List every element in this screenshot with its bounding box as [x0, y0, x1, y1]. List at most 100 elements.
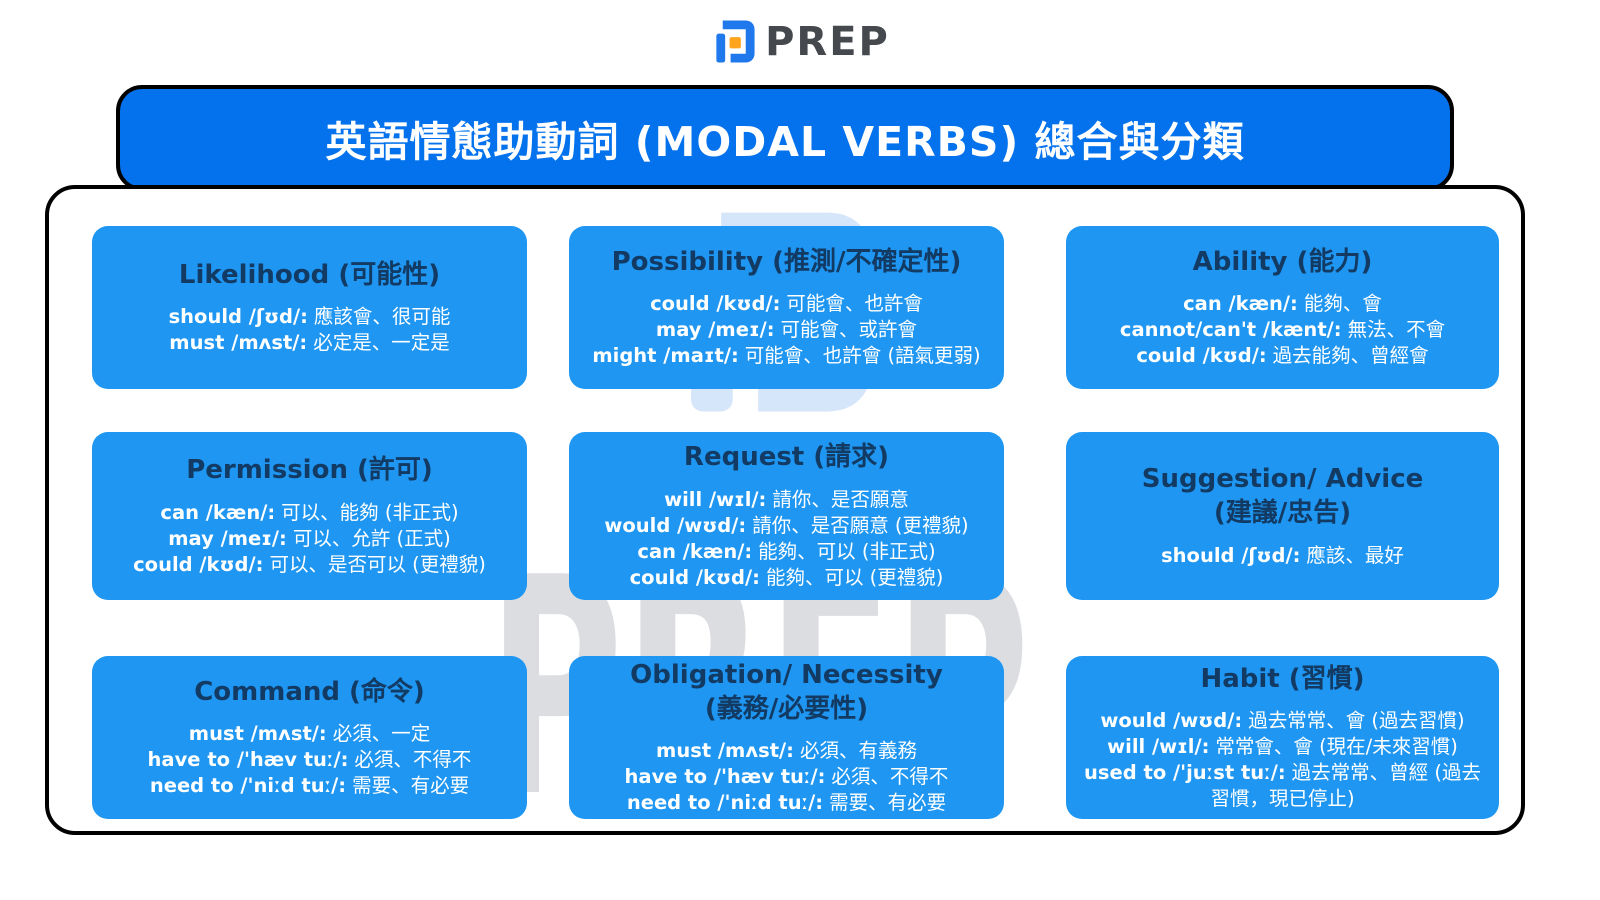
- card-title: Possibility (推測/不確定性): [612, 246, 962, 280]
- modal-verb-line: must /mʌst/: 必定是、一定是: [169, 330, 451, 356]
- card-title-text: Permission (許可): [186, 455, 433, 486]
- title-banner: 英語情態助動詞 (MODAL VERBS) 總合與分類: [116, 85, 1454, 191]
- verb-and-ipa: should /ʃʊd/:: [168, 305, 308, 329]
- modal-verb-line: could /kʊd/: 可能會、也許會: [592, 291, 980, 317]
- card-title-text: Habit (習慣): [1200, 663, 1365, 694]
- card-lines: will /wɪl/: 請你、是否願意 would /wʊd/: 請你、是否願意 (更…: [604, 487, 968, 591]
- modal-verb-line: used to /'juːst tuː/: 過去常常、曾經 (過去習慣，現已停止): [1080, 760, 1485, 812]
- modal-verb-line: could /kʊd/: 可以、是否可以 (更禮貌): [133, 552, 486, 578]
- verb-and-ipa: can /kæn/:: [160, 500, 276, 524]
- chinese-meaning: 可以、是否可以 (更禮貌): [269, 552, 486, 576]
- card-title: Likelihood (可能性): [179, 259, 440, 293]
- chinese-meaning: 必須、有義務: [799, 739, 917, 763]
- chinese-meaning: 過去能夠、曾經會: [1272, 344, 1429, 368]
- card-obligation-necessity: Obligation/ Necessity (義務/必要性) must /mʌs…: [569, 656, 1004, 819]
- card-lines: must /mʌst/: 必須、一定 have to /'hæv tuː/: 必須、不…: [148, 721, 472, 799]
- card-possibility: Possibility (推測/不確定性) could /kʊd/: 可能會、也許…: [569, 226, 1004, 389]
- modal-verb-line: can /kæn/: 能夠、會: [1120, 291, 1445, 317]
- brand-header: PREP: [0, 18, 1600, 65]
- chinese-meaning: 過去常常、曾經 (過去習慣，現已停止): [1210, 761, 1481, 811]
- card-title-text: Likelihood (可能性): [178, 259, 441, 290]
- brand-wordmark: PREP: [765, 18, 890, 65]
- card-title: Permission (許可): [186, 454, 433, 488]
- chinese-meaning: 必須、不得不: [354, 748, 472, 772]
- chinese-meaning: 能夠、會: [1303, 292, 1382, 316]
- verb-and-ipa: could /kʊd/:: [1136, 344, 1267, 368]
- card-lines: can /kæn/: 可以、能夠 (非正式) may /meɪ/: 可以、允許 (正式…: [133, 500, 486, 578]
- verb-and-ipa: must /mʌst/:: [188, 722, 327, 746]
- chinese-meaning: 可以、允許 (正式): [292, 526, 451, 550]
- chinese-meaning: 無法、不會: [1347, 318, 1446, 342]
- card-title-subtext: (建議/忠告): [1213, 498, 1352, 528]
- modal-verb-line: have to /'hæv tuː/: 必須、不得不: [625, 764, 949, 790]
- card-lines: would /wʊd/: 過去常常、會 (過去習慣) will /wɪl/: 常常會、…: [1080, 708, 1485, 812]
- chinese-meaning: 可能會、也許會: [786, 292, 923, 316]
- card-suggestion-advice: Suggestion/ Advice (建議/忠告) should /ʃʊd/:…: [1066, 432, 1499, 600]
- verb-and-ipa: should /ʃʊd/:: [1161, 543, 1301, 567]
- card-title-text: Command (命令): [194, 676, 425, 707]
- verb-and-ipa: would /wʊd/:: [1100, 709, 1243, 733]
- verb-and-ipa: can /kæn/:: [637, 539, 753, 563]
- chinese-meaning: 可能會、或許會: [780, 318, 918, 342]
- card-title: Suggestion/ Advice (建議/忠告): [1142, 463, 1423, 531]
- modal-verb-line: would /wʊd/: 請你、是否願意 (更禮貌): [604, 513, 968, 539]
- verb-and-ipa: cannot/can't /kænt/:: [1119, 318, 1342, 342]
- modal-verb-line: should /ʃʊd/: 應該會、很可能: [169, 304, 451, 330]
- card-request: Request (請求) will /wɪl/: 請你、是否願意 would /wʊ…: [569, 432, 1004, 600]
- card-title-text: Obligation/ Necessity: [630, 659, 943, 690]
- card-command: Command (命令) must /mʌst/: 必須、一定 have to /'…: [92, 656, 527, 819]
- chinese-meaning: 應該會、很可能: [313, 305, 451, 329]
- modal-verb-line: could /kʊd/: 能夠、可以 (更禮貌): [604, 565, 968, 591]
- card-habit: Habit (習慣) would /wʊd/: 過去常常、會 (過去習慣) will…: [1066, 656, 1499, 819]
- chinese-meaning: 可能會、也許會 (語氣更弱): [744, 344, 981, 368]
- chinese-meaning: 可以、能夠 (非正式): [281, 500, 459, 524]
- card-ability: Ability (能力) can /kæn/: 能夠、會 cannot/can't …: [1066, 226, 1499, 389]
- modal-verb-line: must /mʌst/: 必須、一定: [148, 721, 472, 747]
- chinese-meaning: 應該、最好: [1306, 543, 1404, 567]
- verb-and-ipa: could /kʊd/:: [650, 292, 781, 316]
- chinese-meaning: 常常會、會 (現在/未來習慣): [1215, 735, 1458, 759]
- chinese-meaning: 能夠、可以 (非正式): [758, 539, 936, 563]
- verb-and-ipa: may /meɪ/:: [168, 526, 287, 550]
- card-likelihood: Likelihood (可能性) should /ʃʊd/: 應該會、很可能 mus…: [92, 226, 527, 389]
- verb-and-ipa: must /mʌst/:: [656, 739, 794, 763]
- chinese-meaning: 必須、不得不: [831, 765, 949, 789]
- verb-and-ipa: have to /'hæv tuː/:: [624, 765, 826, 789]
- verb-and-ipa: might /maɪt/:: [592, 344, 739, 368]
- card-title: Obligation/ Necessity (義務/必要性): [630, 659, 943, 727]
- modal-verb-line: need to /'niːd tuː/: 需要、有必要: [148, 773, 472, 799]
- modal-verb-line: may /meɪ/: 可能會、或許會: [592, 317, 980, 343]
- verb-and-ipa: could /kʊd/:: [133, 552, 264, 576]
- modal-verb-line: need to /'niːd tuː/: 需要、有必要: [625, 790, 949, 816]
- chinese-meaning: 需要、有必要: [829, 791, 947, 815]
- verb-and-ipa: will /wɪl/:: [1107, 735, 1210, 759]
- verb-and-ipa: would /wʊd/:: [604, 513, 747, 537]
- card-title-text: Ability (能力): [1192, 246, 1373, 277]
- page-title: 英語情態助動詞 (MODAL VERBS) 總合與分類: [325, 118, 1245, 166]
- card-title: Ability (能力): [1193, 246, 1373, 280]
- modal-verb-line: will /wɪl/: 請你、是否願意: [604, 487, 968, 513]
- chinese-meaning: 請你、是否願意 (更禮貌): [752, 513, 969, 537]
- verb-and-ipa: could /kʊd/:: [629, 565, 760, 589]
- card-lines: should /ʃʊd/: 應該、最好: [1161, 543, 1404, 569]
- modal-verb-line: can /kæn/: 能夠、可以 (非正式): [604, 539, 968, 565]
- modal-verb-line: might /maɪt/: 可能會、也許會 (語氣更弱): [592, 343, 980, 369]
- card-lines: can /kæn/: 能夠、會 cannot/can't /kænt/: 無法、不會 c…: [1120, 291, 1445, 369]
- chinese-meaning: 需要、有必要: [352, 774, 470, 798]
- verb-and-ipa: have to /'hæv tuː/:: [147, 748, 349, 772]
- modal-verb-line: should /ʃʊd/: 應該、最好: [1161, 543, 1404, 569]
- chinese-meaning: 必定是、一定是: [313, 331, 450, 355]
- card-title: Request (請求): [684, 441, 889, 475]
- chinese-meaning: 必須、一定: [332, 722, 431, 746]
- chinese-meaning: 過去常常、會 (過去習慣): [1248, 709, 1465, 733]
- card-title: Command (命令): [194, 676, 425, 710]
- card-title-text: Possibility (推測/不確定性): [611, 246, 962, 277]
- card-title-text: Request (請求): [683, 442, 890, 473]
- prep-logo-icon: [716, 20, 755, 63]
- card-lines: should /ʃʊd/: 應該會、很可能 must /mʌst/: 必定是、一定是: [169, 304, 451, 356]
- card-title-subtext: (義務/必要性): [704, 693, 869, 724]
- card-permission: Permission (許可) can /kæn/: 可以、能夠 (非正式) may…: [92, 432, 527, 600]
- modal-verb-line: would /wʊd/: 過去常常、會 (過去習慣): [1080, 708, 1485, 734]
- cards-container: PREP Likelihood (可能性) should /ʃʊd/:應該會、很…: [45, 185, 1525, 835]
